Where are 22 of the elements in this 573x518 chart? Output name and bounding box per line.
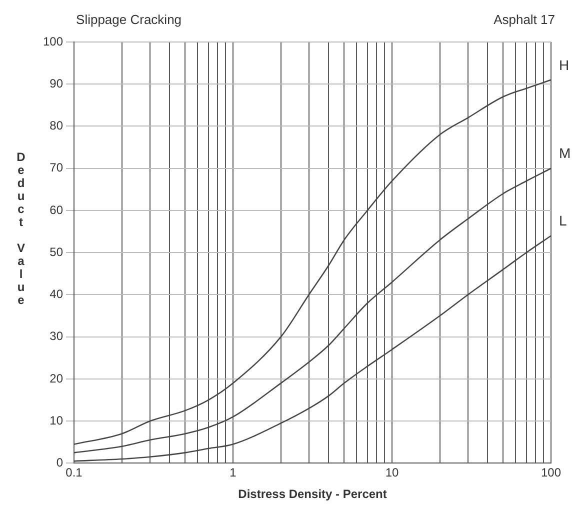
x-tick-label: 10 [385,466,399,480]
y-axis-title: Deduct Value [14,150,28,308]
y-tick-label: 10 [50,413,64,428]
y-tick-label: 70 [50,160,64,175]
y-tick-label: 80 [50,118,64,133]
series-label: M [559,145,571,162]
y-tick-label: 90 [50,76,64,90]
x-tick-label: 100 [540,466,562,480]
series-label: L [559,212,567,229]
y-tick-label: 40 [50,287,64,302]
y-tick-label: 20 [50,371,64,386]
y-tick-label: 50 [50,244,64,259]
y-tick-label: 30 [50,329,64,344]
x-axis-title: Distress Density - Percent [238,487,387,502]
y-tick-label: 0 [56,456,64,470]
chart-subtitle: Asphalt 17 [494,12,555,27]
y-tick-label: 100 [42,34,64,48]
series-label: H [559,56,570,73]
x-tick-label: 0.1 [66,466,83,480]
chart-title: Slippage Cracking [76,12,182,27]
x-tick-label: 1 [230,466,237,480]
y-tick-label: 60 [50,202,64,217]
